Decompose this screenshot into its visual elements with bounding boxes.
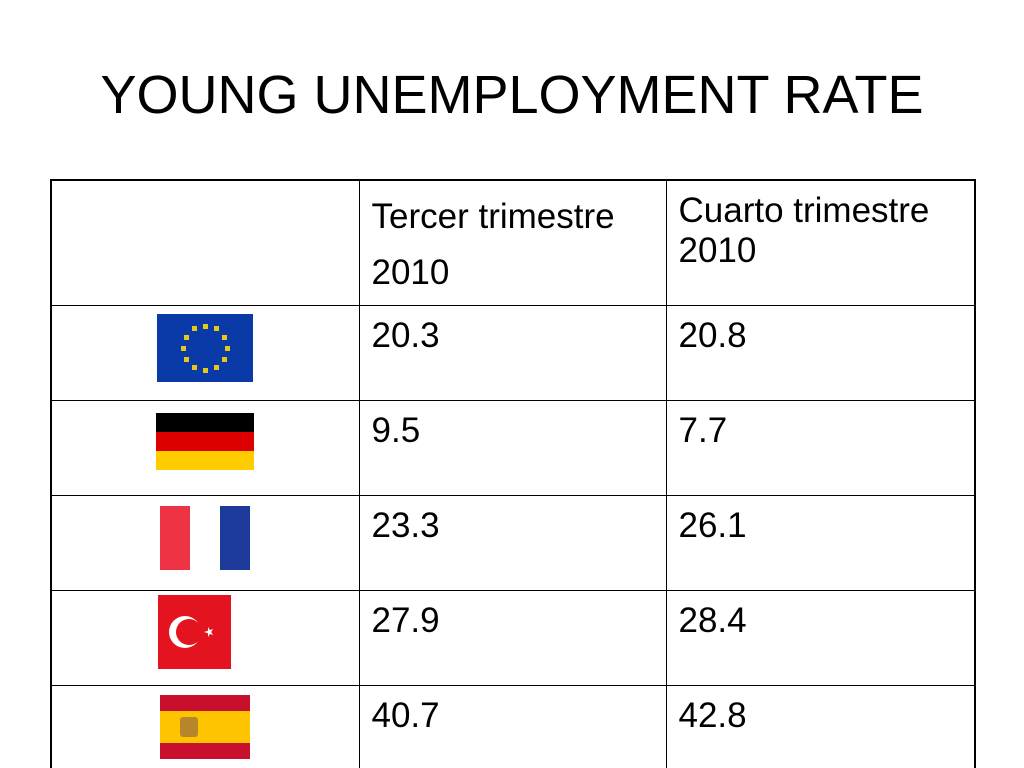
eu-star-icon — [183, 334, 189, 340]
header-q4-line1: Cuarto trimestre — [678, 191, 930, 230]
eu-star-icon — [213, 326, 219, 332]
table-row-germany: 9.5 7.7 — [50, 400, 976, 496]
slide-title: YOUNG UNEMPLOYMENT RATE — [100, 65, 924, 125]
header-q3-line1: Tercer trimestre — [371, 197, 615, 236]
eu-star-icon — [202, 367, 208, 373]
germany-flag-icon — [156, 413, 255, 470]
table-row-eu: 20.3 20.8 — [50, 305, 976, 401]
eu-star-icon — [183, 356, 189, 362]
header-q3-line2: 2010 — [371, 253, 450, 292]
table-row-spain: 40.7 42.8 — [50, 685, 976, 768]
header-q3-2010: Tercer trimestre 2010 — [358, 179, 667, 306]
value-q3-turkey: 27.9 — [358, 590, 667, 686]
unemployment-table: Tercer trimestre 2010 Cuarto trimestre 2… — [50, 179, 976, 768]
spain-flag-icon — [160, 695, 251, 759]
table-header-row: Tercer trimestre 2010 Cuarto trimestre 2… — [50, 179, 976, 306]
header-q4-2010: Cuarto trimestre 2010 — [665, 179, 976, 306]
eu-star-icon — [202, 323, 208, 329]
value-q4-turkey: 28.4 — [665, 590, 976, 686]
value-q3-spain: 40.7 — [358, 685, 667, 768]
value-q3-eu: 20.3 — [358, 305, 667, 401]
flag-cell — [50, 590, 360, 686]
eu-star-icon — [224, 345, 230, 351]
eu-flag-icon — [157, 314, 254, 382]
flag-cell — [50, 495, 360, 591]
flag-cell — [50, 685, 360, 768]
value-q3-germany: 9.5 — [358, 400, 667, 496]
eu-star-icon — [221, 356, 227, 362]
france-flag-icon — [160, 506, 251, 570]
value-q4-eu: 20.8 — [665, 305, 976, 401]
value-q4-spain: 42.8 — [665, 685, 976, 768]
table-row-turkey: 27.9 28.4 — [50, 590, 976, 686]
flag-cell — [50, 400, 360, 496]
value-q4-germany: 7.7 — [665, 400, 976, 496]
value-q4-france: 26.1 — [665, 495, 976, 591]
eu-star-icon — [221, 334, 227, 340]
flag-cell — [50, 305, 360, 401]
table-row-france: 23.3 26.1 — [50, 495, 976, 591]
header-q4-line2: 2010 — [678, 231, 757, 270]
eu-star-icon — [191, 326, 197, 332]
eu-star-icon — [213, 364, 219, 370]
eu-star-icon — [191, 364, 197, 370]
eu-star-icon — [180, 345, 186, 351]
turkey-flag-icon — [157, 595, 231, 669]
header-empty-cell — [50, 179, 360, 306]
value-q3-france: 23.3 — [358, 495, 667, 591]
